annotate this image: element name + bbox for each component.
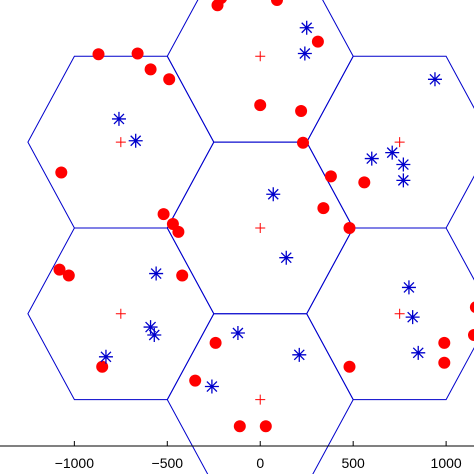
blue-star-point bbox=[401, 280, 416, 295]
red-circle-point bbox=[311, 35, 324, 48]
x-tick-label: −500 bbox=[152, 455, 184, 471]
red-circle-point bbox=[55, 166, 68, 179]
red-plus-marker bbox=[394, 137, 405, 148]
blue-star-point bbox=[111, 111, 126, 126]
blue-star-point bbox=[149, 266, 164, 281]
blue-star-point bbox=[299, 20, 314, 35]
hexagon-cell-1 bbox=[166, 0, 354, 143]
blue-star-point bbox=[385, 145, 400, 160]
blue-star-point bbox=[204, 379, 219, 394]
blue-star-point bbox=[147, 327, 162, 342]
red-circle-point bbox=[92, 48, 105, 61]
red-circle-point bbox=[254, 99, 267, 112]
x-tick-label: 500 bbox=[341, 455, 365, 471]
x-tick-label: −1000 bbox=[55, 455, 95, 471]
blue-star-point bbox=[279, 250, 294, 265]
blue-star-point bbox=[364, 151, 379, 166]
red-circle-point bbox=[209, 336, 222, 349]
red-circle-point bbox=[176, 269, 189, 282]
red-circle-point bbox=[96, 360, 109, 373]
hexagon-cell-3 bbox=[166, 313, 354, 474]
blue-star-point bbox=[292, 347, 307, 362]
hexagon-cell-7 bbox=[306, 227, 474, 401]
red-circle-point bbox=[358, 176, 371, 189]
hexagon-cells bbox=[27, 0, 474, 474]
red-circle-point bbox=[163, 73, 176, 86]
x-tick-label: 1000 bbox=[431, 455, 462, 471]
hexagon-cell-5 bbox=[27, 227, 215, 401]
x-axis: −1000 −500 0 500 1000 bbox=[0, 441, 474, 471]
blue-star-point bbox=[266, 187, 281, 202]
red-circle-point bbox=[317, 202, 330, 215]
blue-star-point bbox=[396, 157, 411, 172]
blue-star-point bbox=[297, 46, 312, 61]
red-circle-point bbox=[62, 269, 75, 282]
red-plus-marker bbox=[115, 308, 126, 319]
red-circle-point bbox=[469, 301, 474, 313]
red-circle-point bbox=[295, 105, 308, 117]
red-circle-point bbox=[53, 263, 66, 276]
blue-star-point bbox=[230, 326, 245, 341]
red-circle-point bbox=[189, 374, 202, 387]
red-plus-marker bbox=[255, 394, 266, 405]
red-circle-point bbox=[172, 225, 185, 238]
hexagon-cell-6 bbox=[306, 55, 474, 229]
blue-star-point bbox=[128, 133, 143, 148]
blue-star-point bbox=[411, 345, 426, 360]
red-plus-marker bbox=[394, 308, 405, 319]
red-circle-point bbox=[343, 222, 356, 234]
blue-star-point bbox=[405, 310, 420, 325]
red-circle-point bbox=[233, 420, 246, 433]
red-circle-point bbox=[144, 63, 157, 76]
red-circle-point bbox=[343, 360, 356, 373]
red-circle-point bbox=[324, 170, 337, 183]
red-plus-marker bbox=[255, 51, 266, 62]
blue-star-point bbox=[143, 320, 158, 335]
red-circle-point bbox=[438, 356, 451, 369]
data-points bbox=[53, 0, 474, 433]
red-circle-point bbox=[271, 0, 283, 6]
red-circle-point bbox=[131, 47, 144, 60]
red-plus-marker bbox=[255, 222, 266, 233]
red-plus-marker bbox=[115, 137, 126, 148]
blue-star-point bbox=[396, 173, 411, 188]
blue-star-point bbox=[98, 349, 113, 364]
blue-star-point bbox=[427, 72, 442, 87]
red-circle-point bbox=[259, 420, 272, 433]
red-circle-point bbox=[297, 136, 309, 149]
red-circle-point bbox=[157, 208, 170, 221]
x-tick-label: 0 bbox=[256, 455, 264, 471]
red-circle-point bbox=[215, 0, 227, 4]
red-circle-point bbox=[468, 329, 474, 341]
red-circle-point bbox=[438, 336, 451, 349]
